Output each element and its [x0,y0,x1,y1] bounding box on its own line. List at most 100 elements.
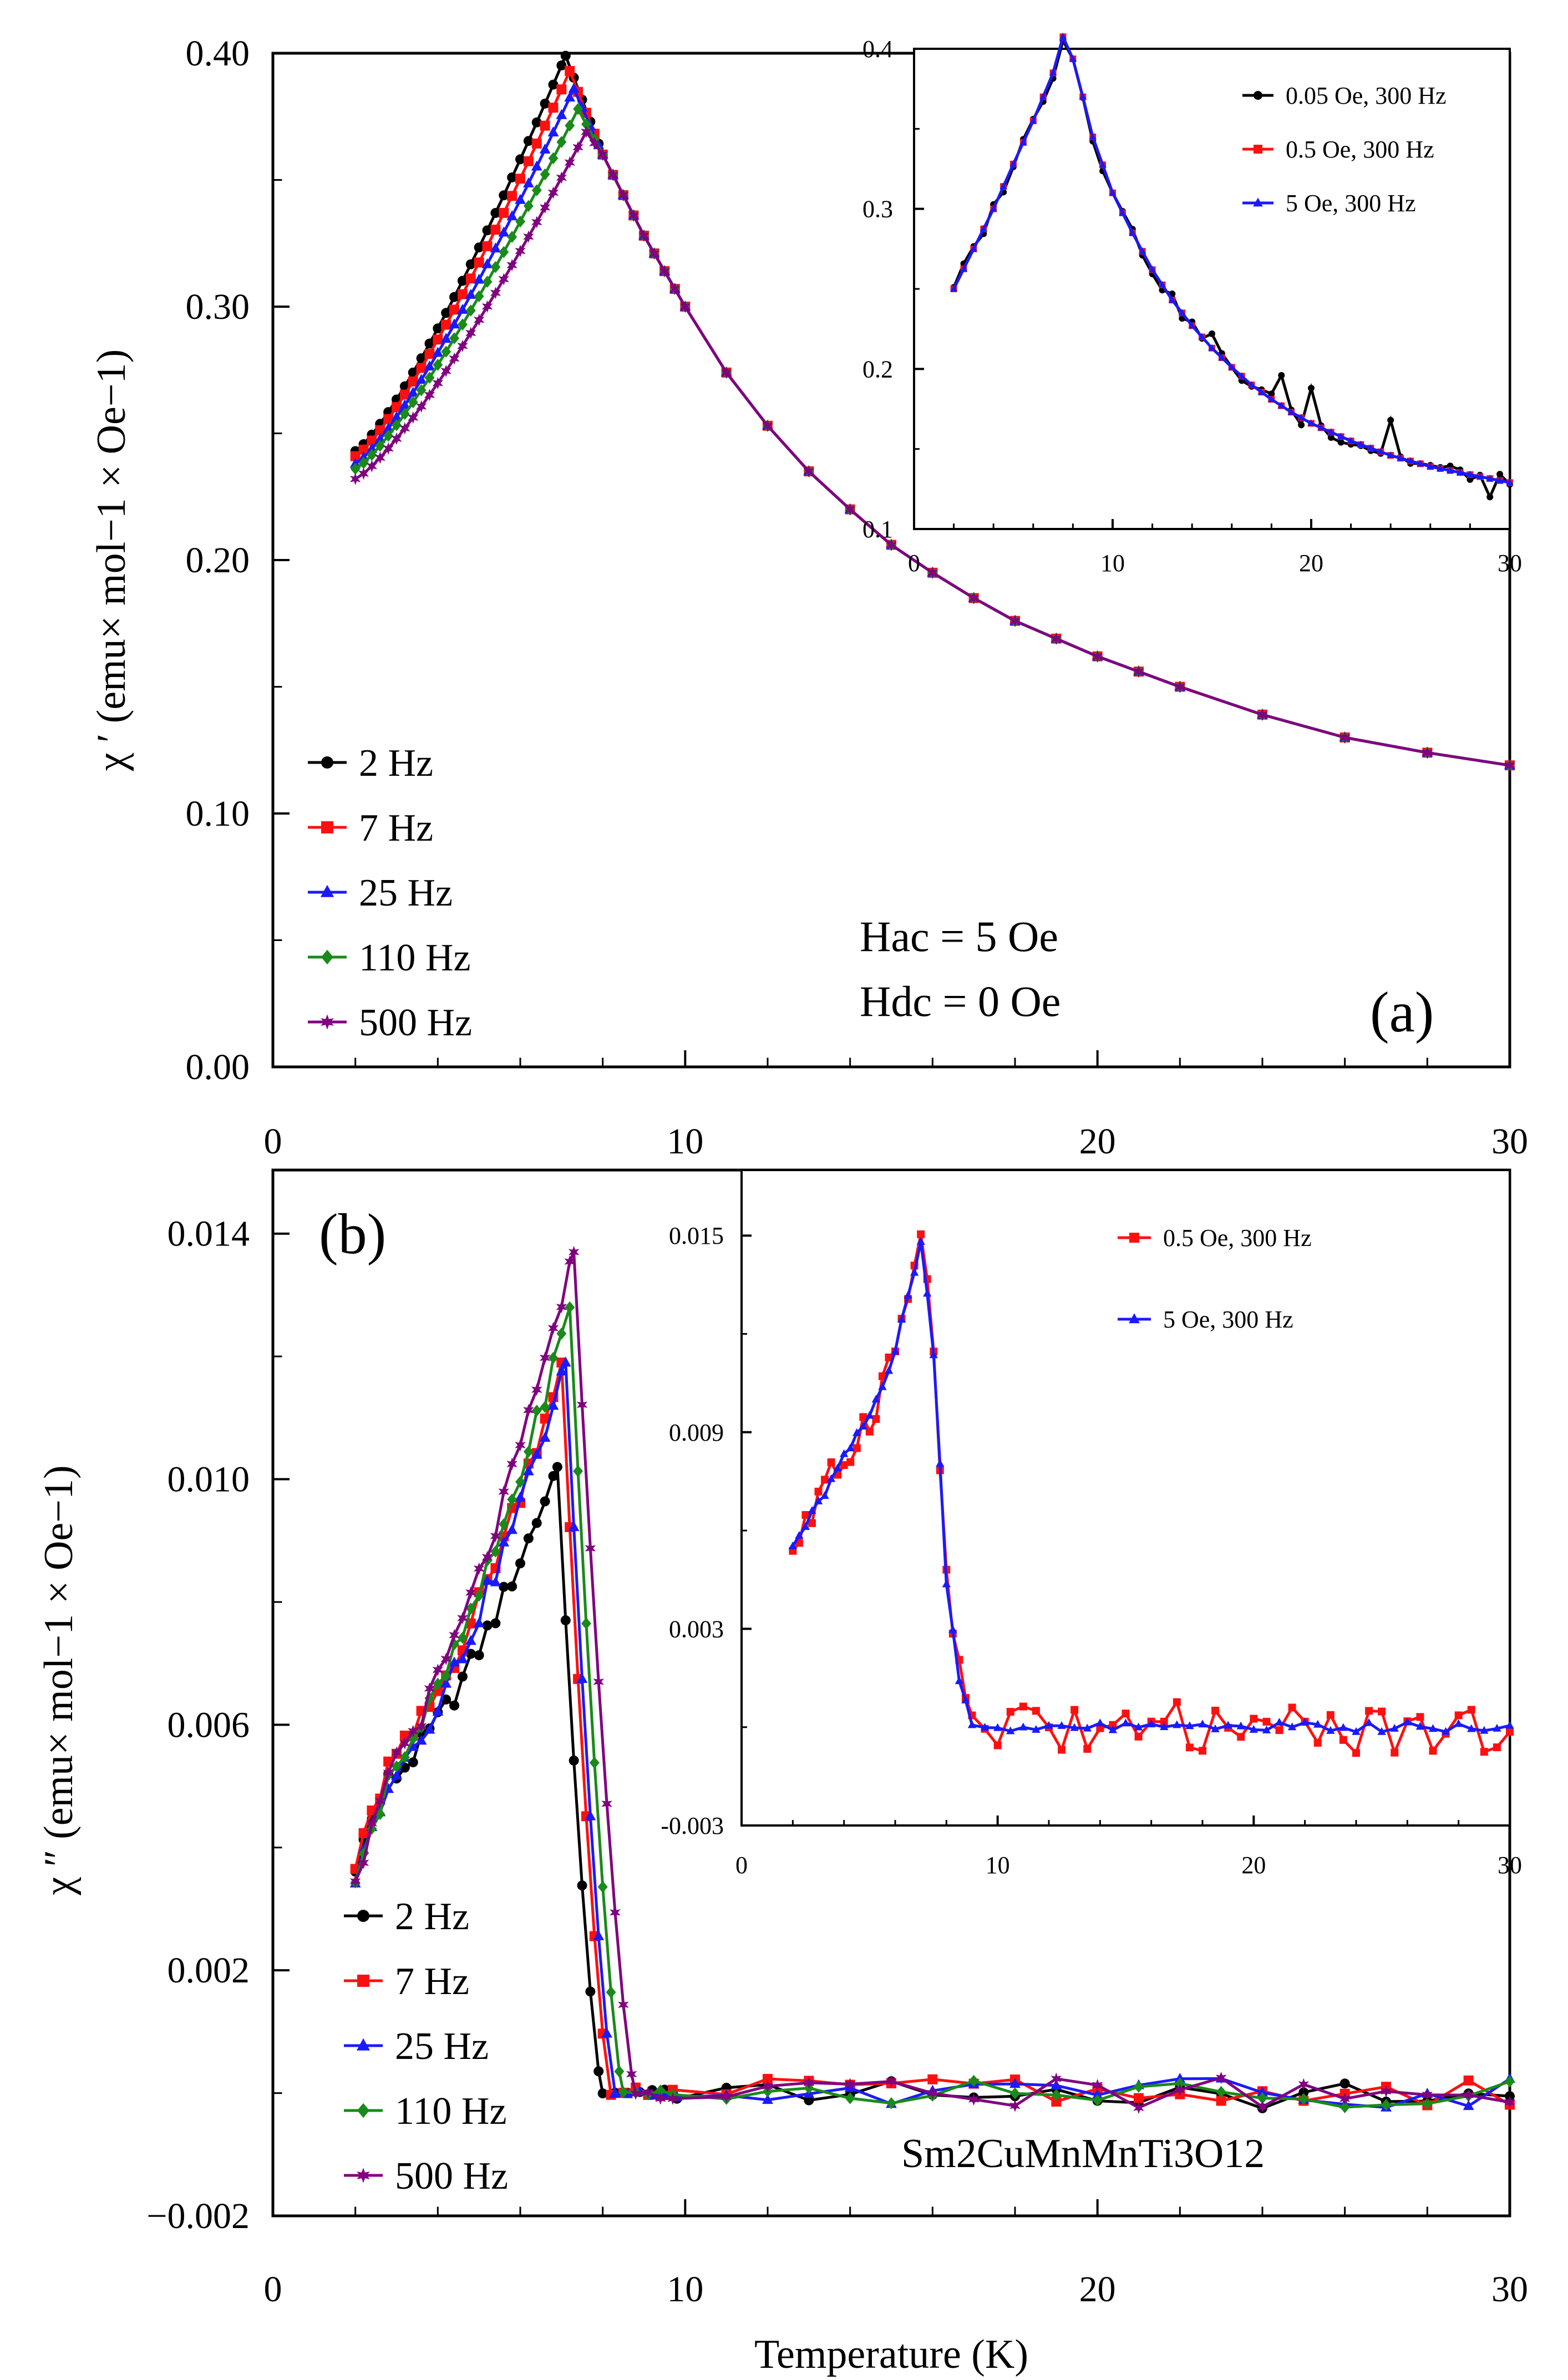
x-tick-label: 20 [1299,550,1323,577]
panel-b-label: (b) [319,1202,386,1266]
data-point-110-hz [399,408,410,420]
data-point-5-oe-300-hz [1486,474,1494,481]
data-point-5-oe-300-hz [1287,1722,1297,1731]
data-point-5-oe-300-hz [1029,116,1037,124]
data-point-500-hz [424,389,435,401]
data-point-5-oe-300-hz [1387,451,1394,459]
legend-marker [320,884,334,897]
legend-marker [1129,1233,1139,1243]
data-point-5-oe-300-hz [820,1491,829,1499]
data-point-7-hz [433,334,443,345]
data-point-2-hz [424,338,435,349]
data-point-110-hz [399,1751,410,1763]
data-point-5-oe-300-hz [897,1315,906,1323]
data-point-7-hz [399,389,410,400]
data-point-5-oe-300-hz [1108,1725,1118,1733]
data-point-500-hz [1339,731,1351,744]
data-point-5-oe-300-hz [884,1366,894,1374]
data-point-500-hz [457,1611,468,1625]
data-point-5-oe-300-hz [1352,1727,1361,1735]
data-point-110-hz [465,1602,476,1615]
panel-b-axes: 0 10 20 30 −0.002 0.002 0.006 0.010 0.014 [146,1214,1528,2310]
data-point-0-5-oe-300-hz [1416,1713,1424,1721]
data-point-0-5-oe-300-hz [1070,1706,1079,1714]
y-tick-label: 0.4 [862,35,893,63]
data-point-500-hz [1009,614,1021,627]
data-point-7-hz [441,319,451,330]
data-point-25-hz [560,1356,571,1367]
legend-item-25-hz: 25 Hz [308,872,453,914]
data-point-110-hz [358,457,369,469]
data-point-7-hz [499,207,509,218]
data-point-0-5-oe-300-hz [872,1415,880,1423]
data-point-25-hz [457,303,468,314]
legend-item-5-oe-300-hz: 5 Oe, 300 Hz [1242,190,1416,217]
data-point-0-5-oe-300-hz [1122,1710,1130,1718]
data-point-500-hz [432,1664,444,1676]
data-point-0-5-oe-300-hz [827,1458,835,1467]
data-point-5-oe-300-hz [1441,1727,1450,1735]
data-point-7-hz [1216,2096,1226,2106]
data-point-5-oe-300-hz [1119,208,1126,216]
data-point-500-hz [399,1737,410,1750]
data-point-7-hz [416,363,427,373]
data-point-25-hz [593,1930,605,1940]
x-tick-label: 30 [1498,550,1522,577]
data-point-500-hz [408,411,419,424]
data-point-500-hz [1092,650,1103,663]
data-point-5-oe-300-hz [950,284,958,292]
data-point-5-oe-300-hz [1099,161,1107,168]
data-point-500-hz [803,2076,815,2089]
data-point-2-hz [523,1533,534,1544]
data-point-500-hz [679,300,691,313]
data-point-2-hz [465,1649,476,1659]
data-point-25-hz [391,1769,402,1780]
legend-label: 5 Oe, 300 Hz [1286,190,1416,217]
data-point-5-oe-300-hz [1032,1725,1041,1733]
data-point-500-hz [391,1746,402,1759]
data-point-5-oe-300-hz [1506,479,1514,486]
data-point-5-oe-300-hz [1454,1719,1463,1727]
data-point-0-5-oe-300-hz [1237,1733,1245,1741]
data-point-5-oe-300-hz [1456,469,1464,476]
data-point-7-hz [375,425,385,435]
legend-marker [321,1014,334,1030]
data-point-500-hz [968,2093,980,2106]
y-tick-label: -0.003 [661,1812,724,1839]
data-point-0-05-oe-300-hz [1209,330,1215,337]
data-point-110-hz [424,372,435,384]
data-point-500-hz [515,245,526,257]
data-point-5-oe-300-hz [1173,1720,1181,1728]
data-point-500-hz [642,2086,654,2099]
data-point-500-hz [1257,708,1268,721]
x-tick-label: 10 [667,1121,703,1162]
series-5-oe-300-hz [788,1237,1514,1735]
data-point-500-hz [1463,2089,1474,2102]
data-point-2-hz [490,208,501,218]
data-point-5-oe-300-hz [1496,476,1504,484]
data-point-0-5-oe-300-hz [1006,1707,1014,1716]
compound-label: Sm2CuMnMnTi3O12 [901,2131,1265,2176]
data-point-25-hz [556,109,567,119]
data-point-500-hz [1504,759,1515,772]
data-point-110-hz [392,419,402,431]
data-point-0-5-oe-300-hz [1262,1717,1271,1726]
data-point-5-oe-300-hz [1415,1722,1425,1730]
panel-b: 0 10 20 30 −0.002 0.002 0.006 0.010 0.014 χ ″ (e… [36,1168,1528,2377]
data-point-500-hz [374,1794,385,1808]
data-point-5-oe-300-hz [871,1395,881,1403]
panel-a-label: (a) [1370,980,1434,1044]
data-point-2-hz [515,1558,525,1569]
data-point-0-5-oe-300-hz [1480,1748,1488,1756]
data-point-5-oe-300-hz [1044,1721,1053,1729]
inset-b-legend: 0.5 Oe, 300 Hz 5 Oe, 300 Hz [1118,1224,1312,1333]
data-point-5-oe-300-hz [1211,1724,1220,1732]
data-point-110-hz [606,1986,616,1998]
inset-b-axes: 0 10 20 30 -0.003 0.003 0.009 0.015 [661,1222,1522,1879]
data-point-5-oe-300-hz [1121,1718,1130,1727]
data-point-110-hz [515,1476,525,1488]
data-point-5-oe-300-hz [1178,309,1186,316]
data-point-5-oe-300-hz [1397,454,1404,461]
data-point-110-hz [1339,2101,1350,2113]
